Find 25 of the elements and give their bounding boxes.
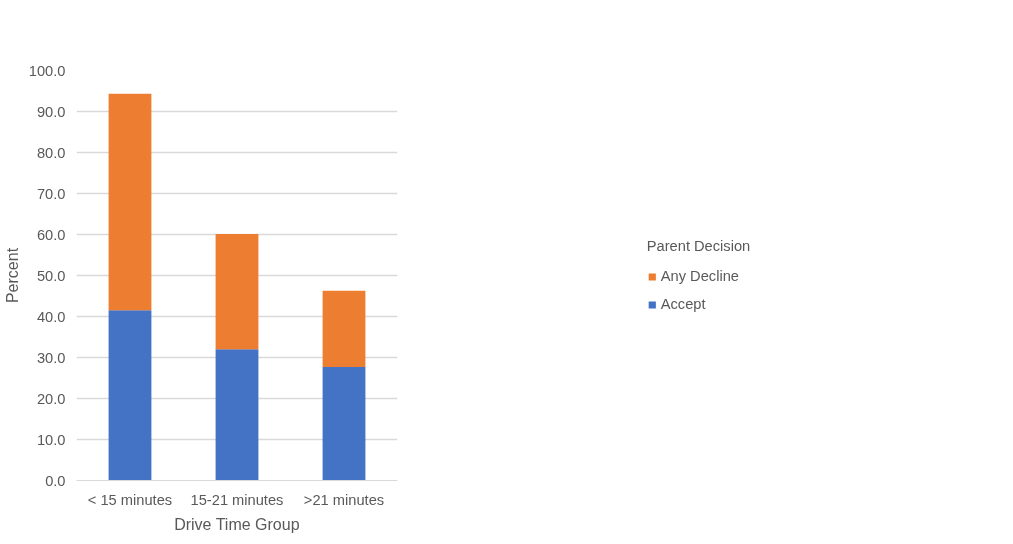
y-tick-label: 0.0	[45, 472, 66, 489]
x-tick-label: < 15 minutes	[87, 491, 173, 508]
y-tick-label: 90.0	[36, 103, 66, 120]
x-tick-label: >21 minutes	[303, 491, 385, 508]
y-tick-label: 10.0	[36, 431, 66, 448]
x-axis-title: Drive Time Group	[174, 515, 300, 533]
y-tick-label: 50.0	[36, 267, 66, 284]
bar	[322, 366, 366, 481]
bar	[215, 234, 259, 350]
y-tick-label: 20.0	[36, 390, 66, 407]
y-tick-label: 60.0	[36, 226, 66, 243]
y-tick-label: 100.0	[28, 62, 66, 79]
bar	[215, 349, 259, 481]
y-axis-title: Percent	[3, 247, 21, 304]
y-tick-label: 70.0	[36, 185, 66, 202]
bar	[322, 290, 366, 367]
x-tick-label: 15-21 minutes	[190, 491, 284, 508]
y-tick-label: 80.0	[36, 144, 66, 161]
bar	[108, 93, 152, 311]
legend-label: Accept	[660, 296, 706, 312]
y-tick-label: 40.0	[36, 308, 66, 325]
legend-label: Any Decline	[660, 268, 739, 284]
y-tick-label: 30.0	[36, 349, 66, 366]
bar	[108, 310, 152, 481]
legend-title: Parent Decision	[646, 238, 751, 254]
